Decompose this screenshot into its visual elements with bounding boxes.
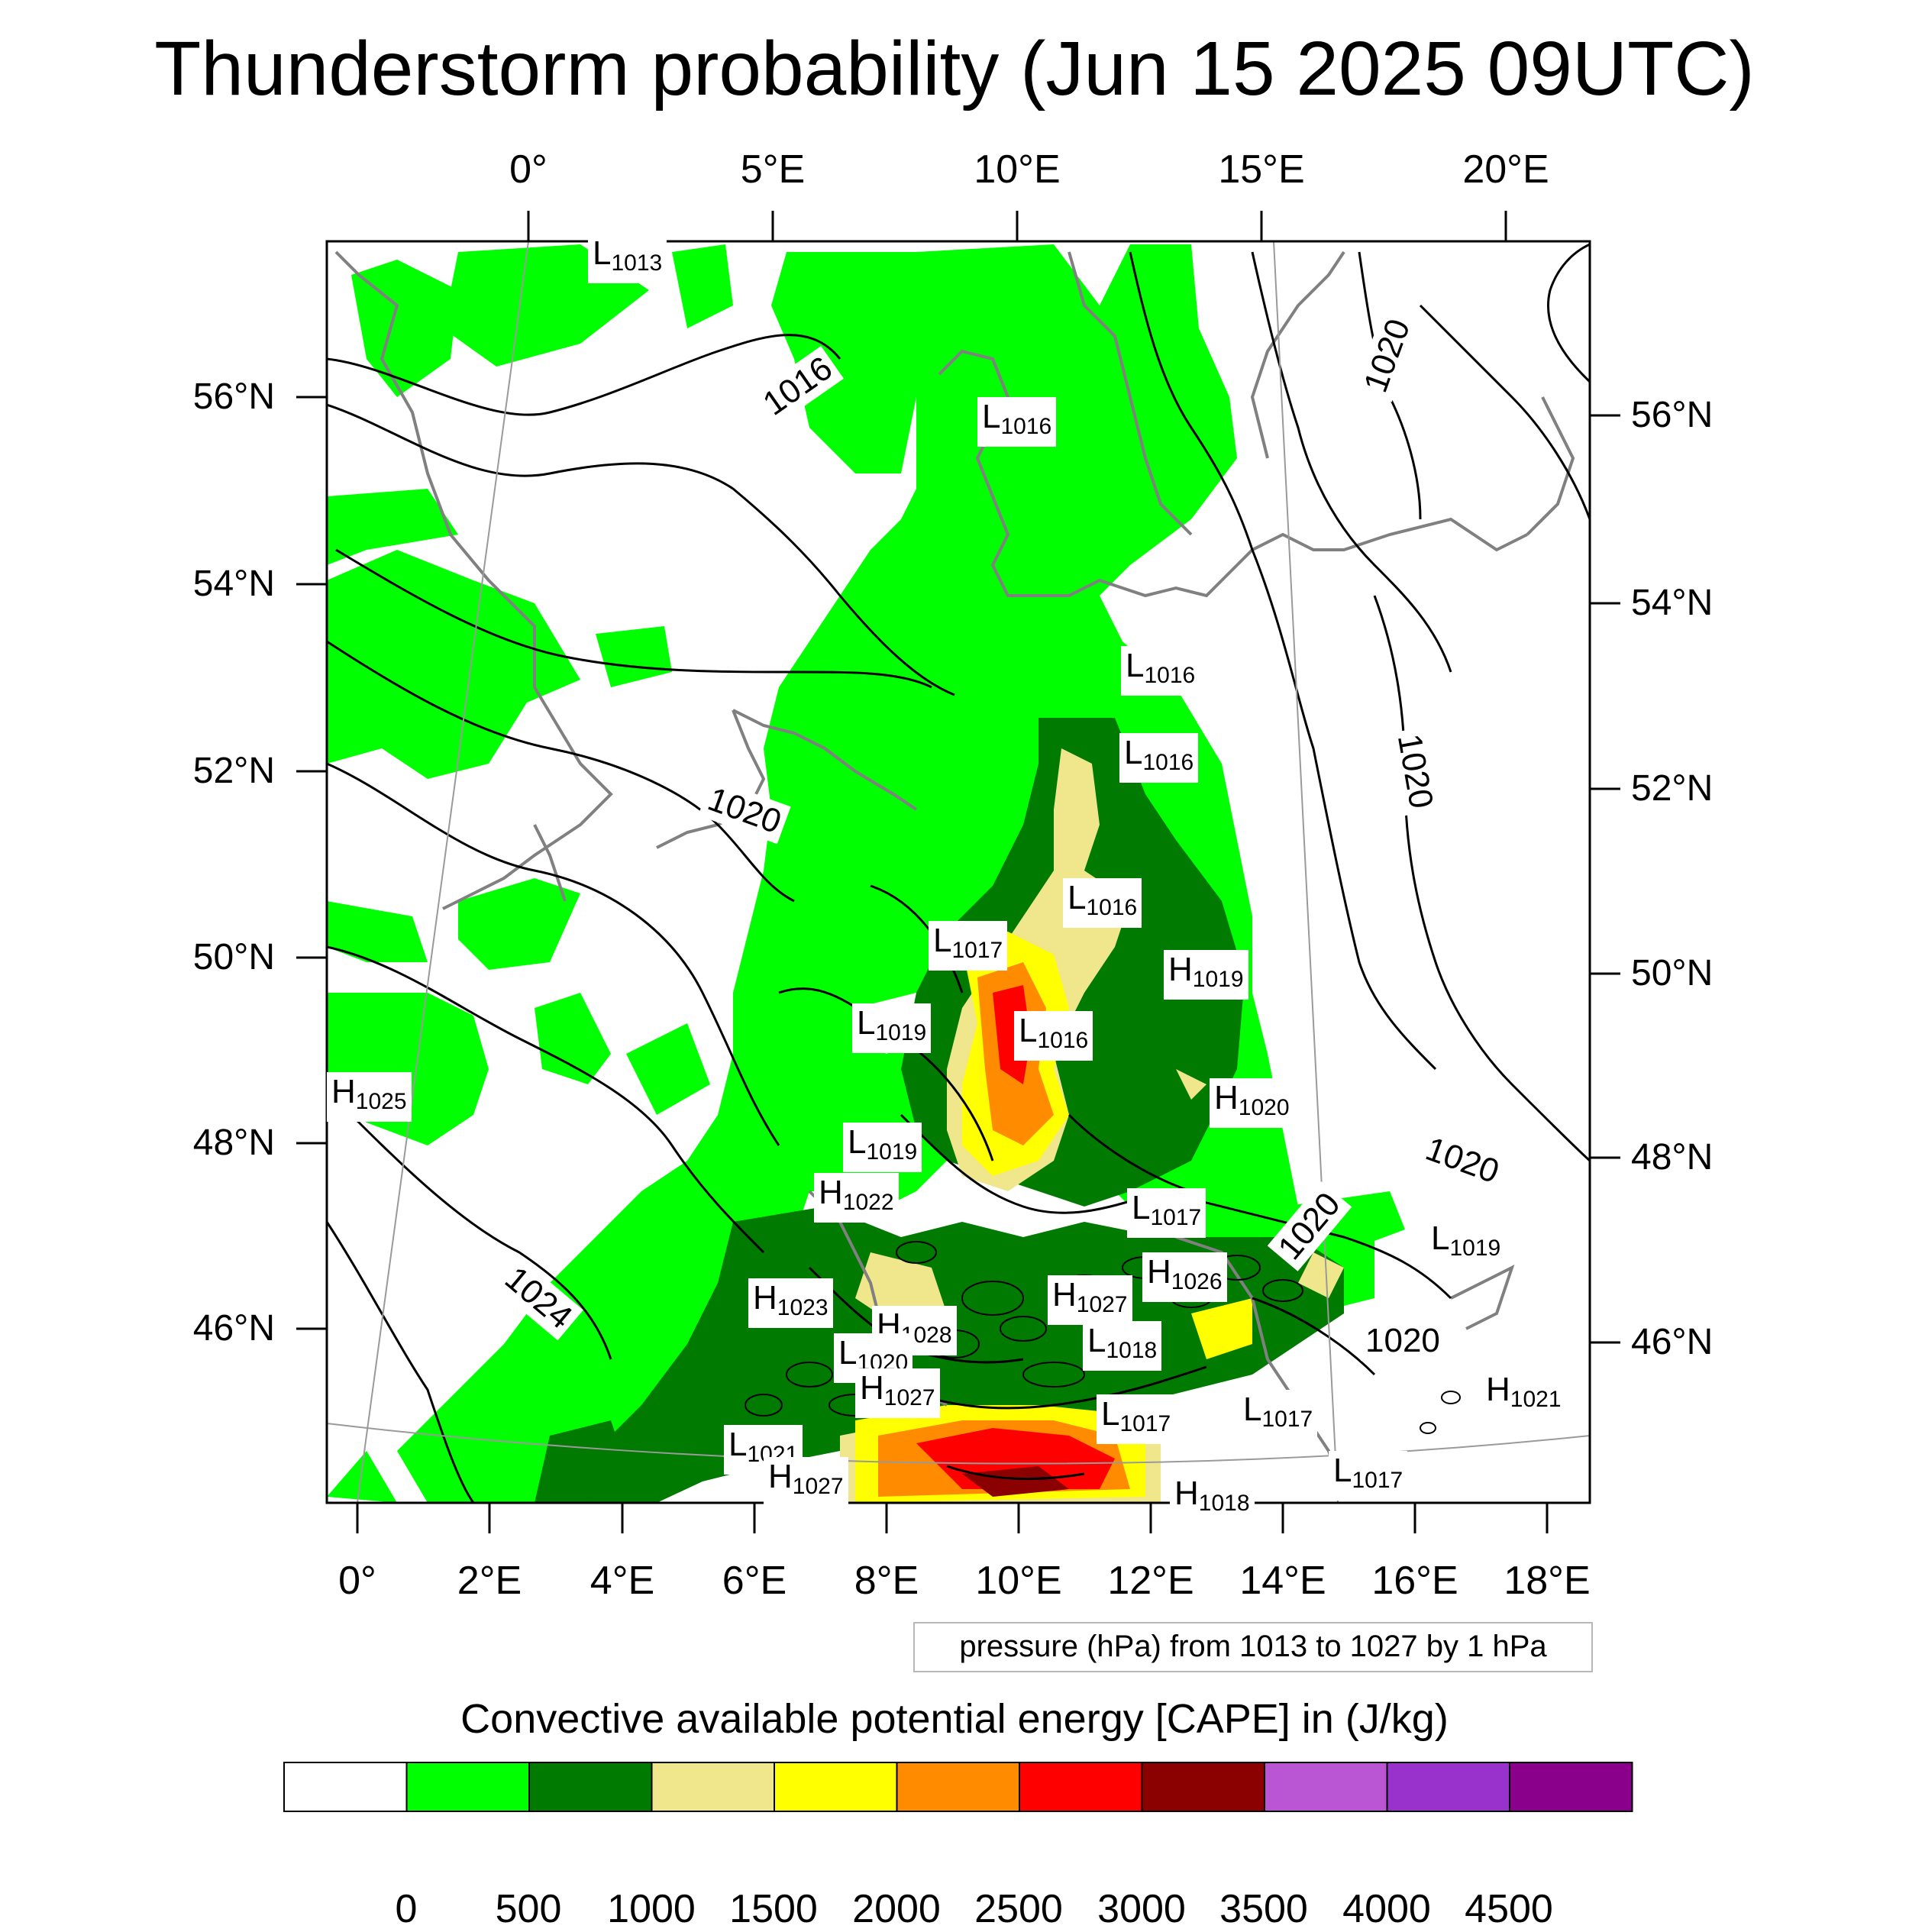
pressure-center-label: H1020 <box>1210 1078 1294 1128</box>
colorbar-tick-label: 1500 <box>729 1887 818 1931</box>
isobar-contours <box>327 243 1590 1503</box>
right-lat-label: 48°N <box>1631 1137 1714 1178</box>
top-lon-label: 5°E <box>740 147 806 192</box>
right-lat-label: 56°N <box>1631 395 1714 435</box>
cape-colorbar <box>283 1762 1633 1812</box>
pressure-center-label: H1021 <box>1481 1370 1566 1420</box>
bottom-lon-label: 6°E <box>722 1559 787 1603</box>
bottom-lon-label: 10°E <box>975 1559 1062 1603</box>
map-title: Thunderstorm probability (Jun 15 2025 09… <box>154 26 1755 111</box>
pressure-center-label: L1017 <box>1127 1188 1206 1238</box>
pressure-center-label: H1018 <box>1170 1474 1255 1523</box>
colorbar-swatch <box>528 1762 653 1812</box>
colorbar-swatch <box>1509 1762 1633 1812</box>
colorbar-tick-label: 1000 <box>607 1887 696 1931</box>
bottom-lon-label: 8°E <box>854 1559 919 1603</box>
bottom-lon-label: 16°E <box>1371 1559 1458 1603</box>
colorbar-swatch <box>1264 1762 1388 1812</box>
map-plot-area <box>327 241 1590 1503</box>
colorbar-tick-label: 4500 <box>1465 1887 1553 1931</box>
colorbar-swatch <box>651 1762 775 1812</box>
colorbar-swatch <box>1386 1762 1510 1812</box>
map-frame <box>325 240 1591 1504</box>
pressure-center-label: H1023 <box>748 1278 833 1328</box>
isobar-label: 1020 <box>1361 1321 1445 1361</box>
bottom-lon-label: 18°E <box>1504 1559 1591 1603</box>
left-lat-label: 46°N <box>192 1308 275 1349</box>
top-lon-label: 15°E <box>1218 147 1305 192</box>
pressure-center-label: H1027 <box>1048 1275 1132 1325</box>
pressure-center-label: L1016 <box>1014 1011 1093 1061</box>
pressure-center-label: L1017 <box>1239 1390 1318 1439</box>
bottom-lon-label: 4°E <box>589 1559 655 1603</box>
axis-ticks <box>296 211 1620 1533</box>
bottom-lon-label: 0° <box>338 1559 376 1603</box>
pressure-info-box: pressure (hPa) from 1013 to 1027 by 1 hP… <box>913 1622 1593 1672</box>
left-lat-label: 54°N <box>192 564 275 604</box>
pressure-center-label: L1017 <box>929 921 1008 971</box>
pressure-center-label: L1018 <box>1083 1321 1162 1371</box>
pressure-center-label: L1016 <box>1063 878 1142 928</box>
top-lon-label: 20°E <box>1462 147 1549 192</box>
colorbar-title: Convective available potential energy [C… <box>460 1696 1449 1742</box>
bottom-lon-label: 12°E <box>1107 1559 1194 1603</box>
colorbar-swatch <box>1141 1762 1265 1812</box>
colorbar-tick-label: 500 <box>495 1887 562 1931</box>
left-lat-label: 50°N <box>192 937 275 977</box>
pressure-center-label: H1027 <box>855 1368 940 1418</box>
right-lat-label: 54°N <box>1631 583 1714 623</box>
top-lon-label: 0° <box>509 147 548 192</box>
left-lat-label: 56°N <box>192 376 275 417</box>
colorbar-tick-label: 2500 <box>974 1887 1063 1931</box>
right-lat-label: 52°N <box>1631 768 1714 809</box>
pressure-center-label: H1019 <box>1164 950 1248 1000</box>
pressure-center-label: H1026 <box>1142 1252 1227 1302</box>
pressure-center-label: L1017 <box>1097 1394 1176 1444</box>
colorbar-tick-label: 3000 <box>1097 1887 1186 1931</box>
pressure-center-label: H1022 <box>814 1173 899 1223</box>
pressure-center-label: H1027 <box>764 1457 848 1507</box>
colorbar-tick-label: 4000 <box>1342 1887 1431 1931</box>
pressure-center-label: H1025 <box>327 1072 412 1122</box>
colorbar-swatch <box>405 1762 530 1812</box>
pressure-center-label: L1016 <box>1121 646 1200 696</box>
cape-3000-3500-region <box>962 1466 1069 1497</box>
colorbar-swatch <box>283 1762 408 1812</box>
pressure-center-label: L1016 <box>977 397 1057 447</box>
colorbar-tick-label: 3500 <box>1219 1887 1308 1931</box>
right-lat-label: 46°N <box>1631 1322 1714 1362</box>
pressure-center-label: L1019 <box>1426 1219 1506 1268</box>
left-lat-label: 48°N <box>192 1123 275 1163</box>
pressure-center-label: L1013 <box>588 234 667 283</box>
top-lon-label: 10°E <box>974 147 1061 192</box>
colorbar-swatch <box>774 1762 898 1812</box>
right-lat-label: 50°N <box>1631 953 1714 993</box>
colorbar-tick-label: 2000 <box>852 1887 941 1931</box>
colorbar-swatch <box>1019 1762 1143 1812</box>
left-lat-label: 52°N <box>192 751 275 791</box>
colorbar-tick-label: 0 <box>395 1887 418 1931</box>
pressure-center-label: L1017 <box>1329 1451 1408 1501</box>
bottom-lon-label: 2°E <box>457 1559 522 1603</box>
colorbar-swatch <box>896 1762 1020 1812</box>
pressure-center-label: L1019 <box>852 1003 932 1053</box>
pressure-center-label: L1019 <box>843 1123 922 1172</box>
pressure-center-label: L1016 <box>1119 733 1199 783</box>
bottom-lon-label: 14°E <box>1239 1559 1326 1603</box>
